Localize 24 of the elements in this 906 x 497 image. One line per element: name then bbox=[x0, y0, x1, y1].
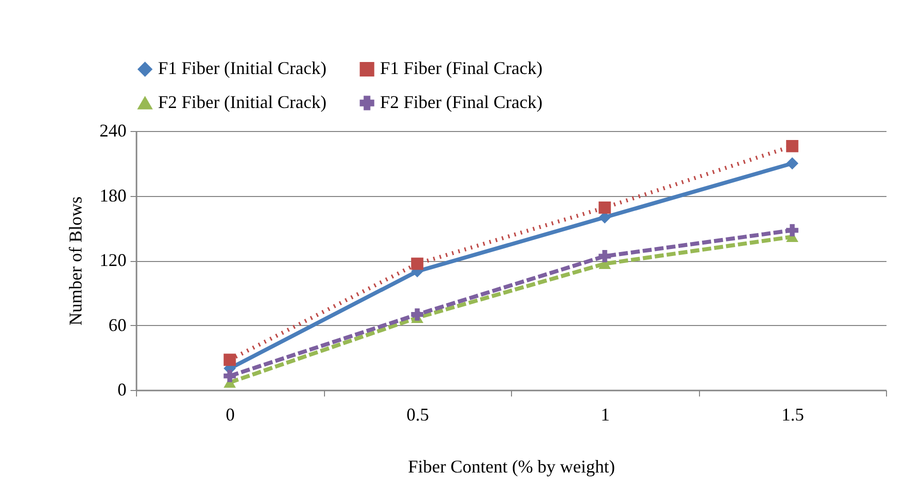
y-tick-label: 180 bbox=[100, 185, 126, 206]
legend-label: F2 Fiber (Final Crack) bbox=[380, 92, 542, 112]
x-tick-label: 1 bbox=[600, 404, 610, 424]
y-tick-label: 120 bbox=[100, 250, 126, 270]
legend-label: F1 Fiber (Initial Crack) bbox=[158, 58, 326, 78]
y-tick-label: 60 bbox=[108, 314, 126, 335]
legend-label: F1 Fiber (Final Crack) bbox=[380, 58, 542, 78]
x-tick-label: 0 bbox=[226, 404, 235, 424]
point bbox=[411, 258, 424, 270]
point bbox=[598, 201, 611, 214]
y-tick-label: 240 bbox=[100, 120, 126, 140]
point bbox=[224, 370, 236, 382]
legend-label: F2 Fiber (Initial Crack) bbox=[158, 92, 326, 112]
x-tick-label: 1.5 bbox=[782, 404, 804, 424]
x-tick-label: 0.5 bbox=[406, 404, 429, 424]
point bbox=[598, 250, 611, 262]
x-axis-title: Fiber Content (% by weight) bbox=[408, 456, 615, 476]
y-axis-title: Number of Blows bbox=[66, 196, 86, 326]
point bbox=[411, 308, 424, 321]
point bbox=[224, 354, 236, 366]
y-tick-label: 0 bbox=[118, 380, 126, 400]
point bbox=[786, 224, 798, 236]
point bbox=[786, 157, 798, 170]
point bbox=[786, 140, 798, 152]
